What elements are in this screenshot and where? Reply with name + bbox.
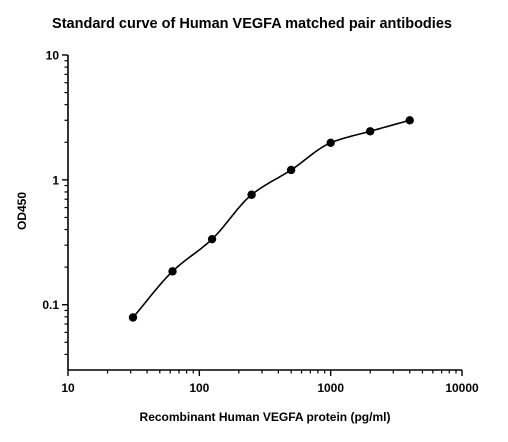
data-point xyxy=(326,138,335,148)
data-point xyxy=(405,116,414,125)
y-tick-label: 10 xyxy=(46,49,60,63)
fit-curve-layer xyxy=(132,119,410,319)
axes: 10 100 1000 10000 0.1 1 10 xyxy=(42,49,479,396)
data-point xyxy=(128,313,138,322)
x-tick-label: 10000 xyxy=(445,381,479,395)
x-axis-label: Recombinant Human VEGFA protein (pg/ml) xyxy=(140,410,391,424)
data-points xyxy=(128,116,414,322)
fit-curve xyxy=(132,119,410,319)
y-tick-label: 0.1 xyxy=(42,298,59,312)
data-point xyxy=(366,127,375,136)
y-tick-label: 1 xyxy=(52,173,59,187)
data-point xyxy=(168,267,177,276)
x-tick-label: 100 xyxy=(189,381,209,395)
chart-title: Standard curve of Human VEGFA matched pa… xyxy=(52,16,452,32)
x-tick-label: 1000 xyxy=(317,381,344,395)
data-point xyxy=(207,234,217,244)
y-axis-label: OD450 xyxy=(15,192,29,230)
data-point xyxy=(286,165,296,175)
x-tick-label: 10 xyxy=(61,381,75,395)
data-point xyxy=(247,190,256,199)
